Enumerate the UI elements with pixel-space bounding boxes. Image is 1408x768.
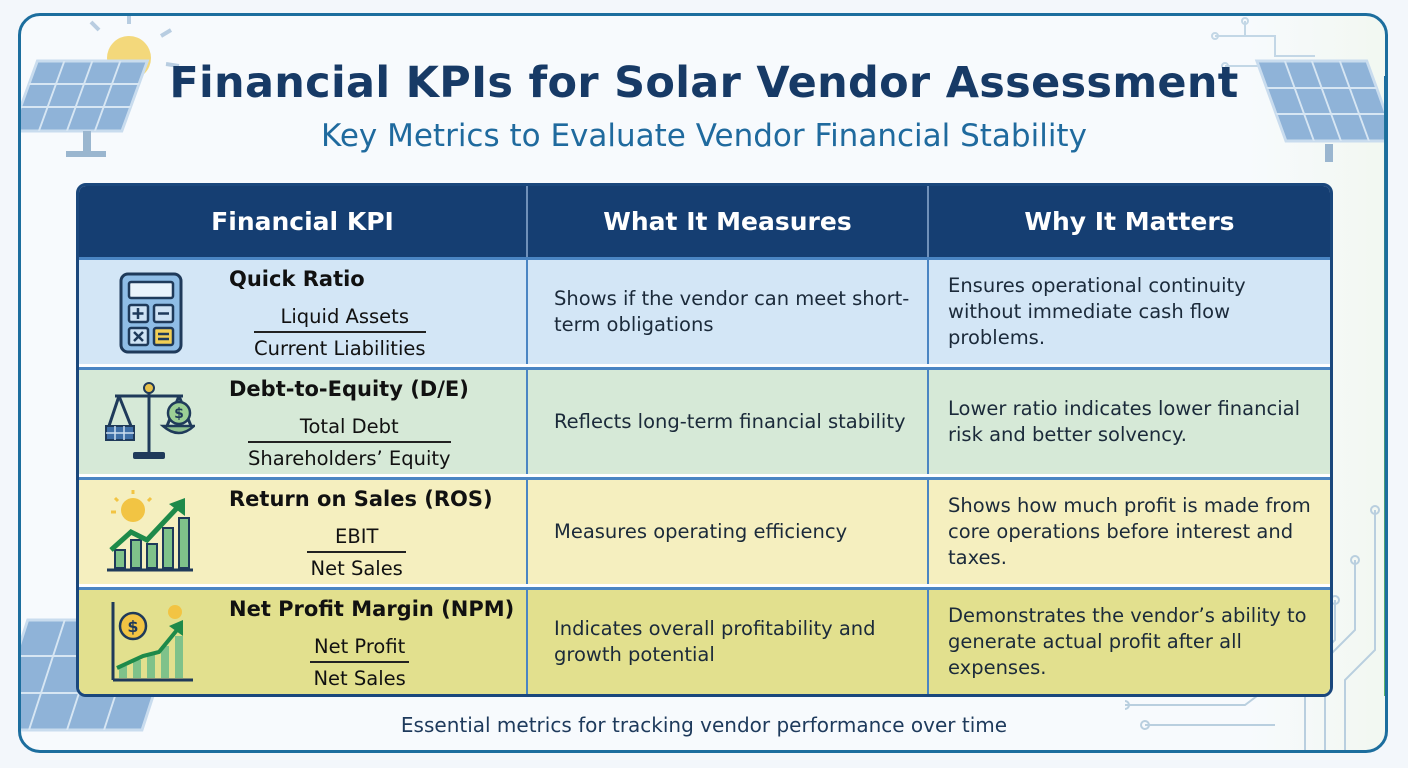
measures-cell: Measures operating efficiency	[526, 480, 927, 584]
solar-panel-icon	[1211, 17, 1385, 162]
formula-denominator: Current Liabilities	[254, 337, 426, 360]
matters-cell: Lower ratio indicates lower financial ri…	[927, 370, 1330, 474]
matters-cell: Demonstrates the vendor’s ability to gen…	[927, 590, 1330, 694]
table-row: Return on Sales (ROS) EBIT Net Sales Mea…	[79, 477, 1330, 584]
formula-numerator: EBIT	[307, 524, 407, 553]
kpi-cell: Quick Ratio Liquid Assets Current Liabil…	[79, 260, 526, 364]
formula-denominator: Shareholders’ Equity	[248, 447, 451, 470]
formula-denominator: Net Sales	[310, 557, 403, 580]
table-row: $ Net Profit Margin (NPM) Net Profit Net…	[79, 587, 1330, 694]
kpi-formula: Liquid Assets Current Liabilities	[254, 304, 426, 362]
solar-panel-sun-icon	[21, 16, 180, 157]
circuit-lines-icon	[1125, 505, 1380, 750]
formula-numerator: Liquid Assets	[254, 304, 426, 333]
matters-cell: Ensures operational continuity without i…	[927, 260, 1330, 364]
footer-note: Essential metrics for tracking vendor pe…	[400, 713, 1008, 737]
kpi-cell: $ Debt-to-Equity (D/E) Total Debt Shareh…	[79, 370, 526, 474]
formula-denominator: Net Sales	[313, 667, 406, 690]
column-header-matters: Why It Matters	[927, 186, 1330, 257]
table-row: Quick Ratio Liquid Assets Current Liabil…	[79, 257, 1330, 364]
growth-chart-icon	[107, 490, 193, 572]
kpi-text: Return on Sales (ROS)	[229, 486, 529, 512]
kpi-cell: $ Net Profit Margin (NPM) Net Profit Net…	[79, 590, 526, 694]
table-header: Financial KPI What It Measures Why It Ma…	[79, 186, 1330, 257]
calculator-icon	[119, 272, 183, 354]
column-header-measures: What It Measures	[526, 186, 927, 257]
matters-cell: Shows how much profit is made from core …	[927, 480, 1330, 584]
kpi-name: Debt-to-Equity (D/E)	[229, 377, 469, 401]
kpi-name: Net Profit Margin (NPM)	[229, 597, 515, 621]
kpi-text: Net Profit Margin (NPM)	[229, 596, 529, 622]
balance-scale-icon: $	[105, 382, 195, 459]
kpi-table: Financial KPI What It Measures Why It Ma…	[76, 183, 1333, 697]
measures-cell: Reflects long-term financial stability	[526, 370, 927, 474]
column-header-kpi: Financial KPI	[211, 207, 394, 236]
kpi-name: Quick Ratio	[229, 267, 365, 291]
kpi-formula: Net Profit Net Sales	[310, 634, 410, 692]
profit-growth-icon: $	[111, 602, 193, 682]
measures-cell: Indicates overall profitability and grow…	[526, 590, 927, 694]
kpi-formula: EBIT Net Sales	[307, 524, 407, 582]
formula-numerator: Total Debt	[248, 414, 451, 443]
kpi-formula: Total Debt Shareholders’ Equity	[248, 414, 451, 472]
kpi-name: Return on Sales (ROS)	[229, 487, 493, 511]
page-title: Financial KPIs for Solar Vendor Assessme…	[169, 58, 1239, 108]
formula-numerator: Net Profit	[310, 634, 410, 663]
kpi-cell: Return on Sales (ROS) EBIT Net Sales	[79, 480, 526, 584]
measures-cell: Shows if the vendor can meet short-term …	[526, 260, 927, 364]
table-row: $ Debt-to-Equity (D/E) Total Debt Shareh…	[79, 367, 1330, 474]
svg-text:$: $	[127, 617, 138, 636]
svg-text:$: $	[174, 406, 184, 422]
page-subtitle: Key Metrics to Evaluate Vendor Financial…	[321, 118, 1087, 154]
kpi-text: Debt-to-Equity (D/E)	[229, 376, 529, 402]
kpi-text: Quick Ratio	[229, 266, 529, 292]
